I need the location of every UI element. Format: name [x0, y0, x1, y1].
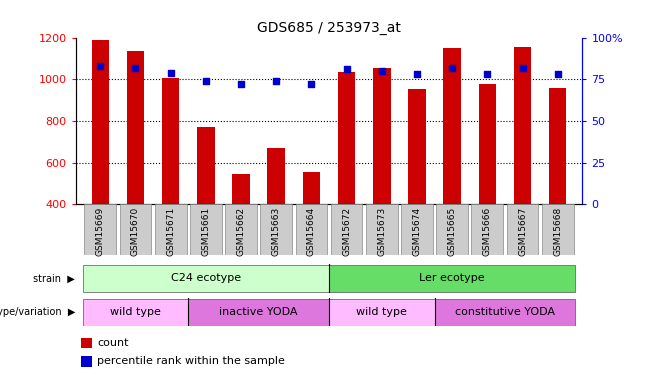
Text: GSM15670: GSM15670	[131, 207, 140, 256]
Text: GSM15666: GSM15666	[483, 207, 492, 256]
Bar	[83, 265, 329, 292]
Bar	[373, 68, 391, 204]
Point	[517, 64, 528, 70]
Bar	[84, 204, 116, 255]
Point	[412, 71, 422, 77]
Bar	[295, 204, 327, 255]
Text: wild type: wild type	[357, 307, 407, 317]
Text: GSM15661: GSM15661	[201, 207, 211, 256]
Text: GSM15672: GSM15672	[342, 207, 351, 256]
Text: GSM15673: GSM15673	[377, 207, 386, 256]
Text: GSM15662: GSM15662	[236, 207, 245, 256]
Title: GDS685 / 253973_at: GDS685 / 253973_at	[257, 21, 401, 35]
Text: constitutive YODA: constitutive YODA	[455, 307, 555, 317]
Bar	[120, 204, 151, 255]
Bar	[225, 204, 257, 255]
Bar	[267, 148, 285, 204]
Text: GSM15668: GSM15668	[553, 207, 562, 256]
Point	[342, 66, 352, 72]
Text: GSM15664: GSM15664	[307, 207, 316, 256]
Point	[376, 68, 387, 74]
Bar	[261, 204, 292, 255]
Bar	[478, 84, 496, 204]
Bar	[232, 174, 250, 204]
Bar	[549, 88, 567, 204]
Text: inactive YODA: inactive YODA	[219, 307, 298, 317]
Bar	[81, 338, 92, 348]
Point	[482, 71, 493, 77]
Point	[447, 64, 457, 70]
Bar	[329, 265, 575, 292]
Bar	[83, 298, 188, 326]
Text: wild type: wild type	[110, 307, 161, 317]
Point	[306, 81, 316, 87]
Text: GSM15671: GSM15671	[166, 207, 175, 256]
Text: GSM15674: GSM15674	[413, 207, 422, 256]
Text: GSM15665: GSM15665	[447, 207, 457, 256]
Bar	[507, 204, 538, 255]
Bar	[408, 88, 426, 204]
Bar	[443, 48, 461, 204]
Point	[201, 78, 211, 84]
Text: Ler ecotype: Ler ecotype	[419, 273, 485, 284]
Text: strain  ▶: strain ▶	[33, 273, 75, 284]
Bar	[401, 204, 433, 255]
Point	[130, 64, 141, 70]
Bar	[197, 127, 215, 204]
Bar	[188, 298, 329, 326]
Bar	[329, 298, 434, 326]
Bar	[366, 204, 397, 255]
Point	[553, 71, 563, 77]
Text: GSM15663: GSM15663	[272, 207, 281, 256]
Bar	[514, 47, 531, 204]
Bar	[542, 204, 574, 255]
Bar	[472, 204, 503, 255]
Point	[95, 63, 105, 69]
Text: genotype/variation  ▶: genotype/variation ▶	[0, 307, 75, 317]
Bar	[190, 204, 222, 255]
Bar	[81, 356, 92, 367]
Text: percentile rank within the sample: percentile rank within the sample	[97, 357, 285, 366]
Text: GSM15667: GSM15667	[518, 207, 527, 256]
Bar	[436, 204, 468, 255]
Point	[236, 81, 246, 87]
Bar	[155, 204, 186, 255]
Bar	[338, 72, 355, 204]
Bar	[331, 204, 363, 255]
Point	[165, 69, 176, 75]
Bar	[303, 172, 320, 204]
Bar	[91, 40, 109, 204]
Bar	[162, 78, 180, 204]
Text: C24 ecotype: C24 ecotype	[171, 273, 241, 284]
Text: count: count	[97, 338, 128, 348]
Text: GSM15669: GSM15669	[96, 207, 105, 256]
Bar	[127, 51, 144, 204]
Bar	[434, 298, 575, 326]
Point	[271, 78, 282, 84]
